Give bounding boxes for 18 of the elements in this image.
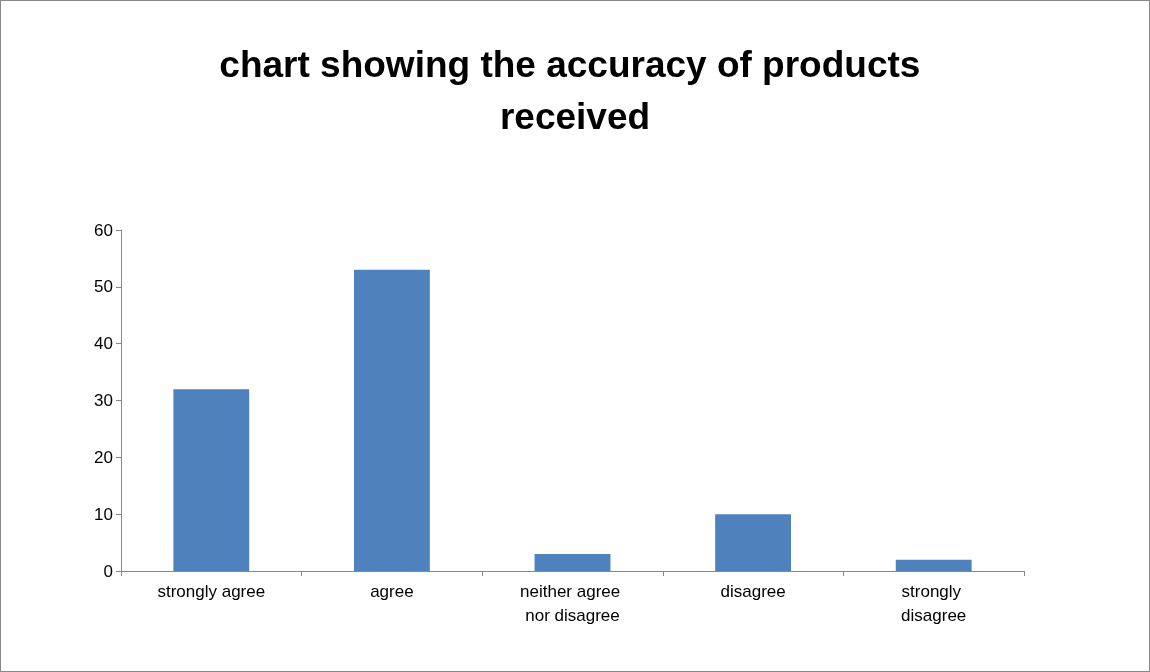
chart-title: chart showing the accuracy of products received xyxy=(219,43,931,137)
x-tick-label: strongly disagree xyxy=(901,581,967,625)
y-tick-label: 10 xyxy=(94,504,113,524)
y-tick-label: 40 xyxy=(94,334,113,354)
y-tick-label: 0 xyxy=(103,561,113,581)
x-tick-label: agree xyxy=(370,581,414,601)
bar xyxy=(173,389,250,571)
bar xyxy=(715,514,792,571)
bar xyxy=(353,269,430,571)
x-tick-label: neither agree nor disagree xyxy=(520,581,625,625)
y-tick-label: 30 xyxy=(94,391,113,410)
x-tick-label: strongly agree xyxy=(157,581,266,601)
bar xyxy=(895,559,972,571)
y-tick-label: 20 xyxy=(94,447,113,467)
bar xyxy=(534,553,611,571)
y-tick-label: 60 xyxy=(94,220,113,240)
x-tick-label: disagree xyxy=(720,581,786,601)
y-tick-label: 50 xyxy=(94,277,113,297)
